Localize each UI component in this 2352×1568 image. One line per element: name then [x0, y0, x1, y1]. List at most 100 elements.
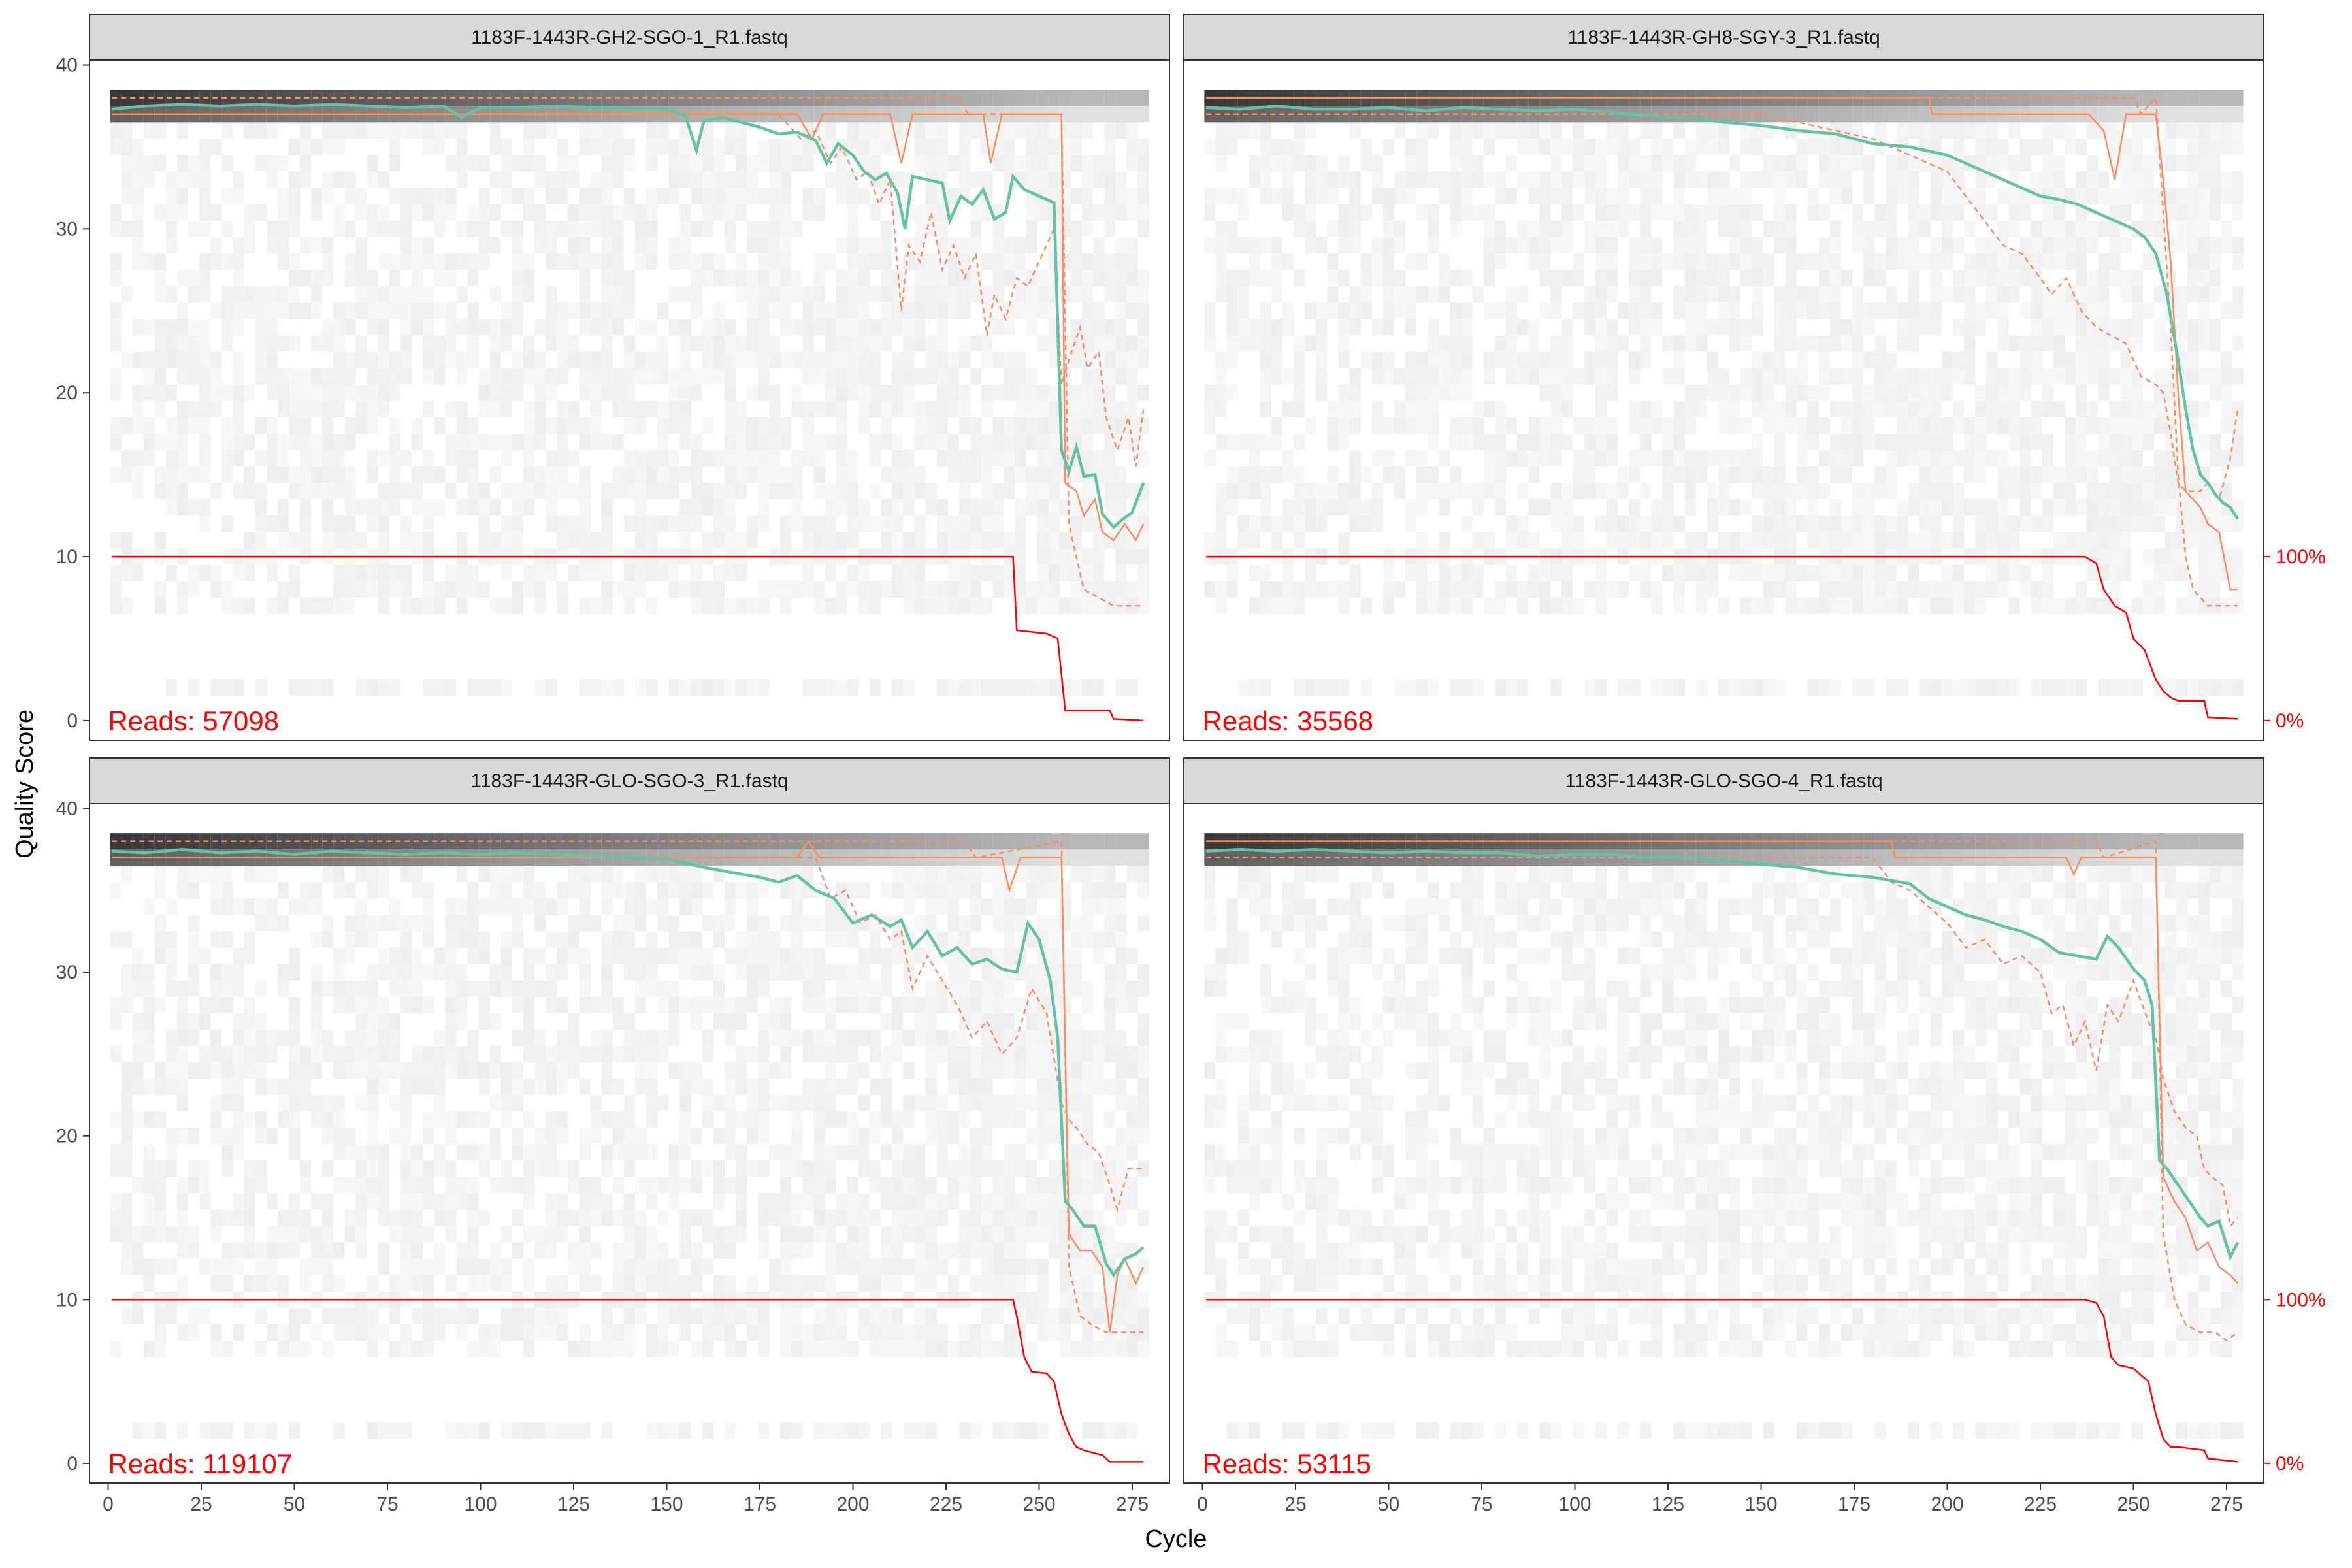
heat-tile [1852, 483, 1864, 500]
heat-tile [724, 122, 736, 139]
heat-tile [412, 1160, 423, 1177]
heat-tile [210, 931, 222, 948]
heat-tile [2087, 106, 2099, 123]
heat-tile [445, 581, 457, 598]
heat-tile [300, 597, 312, 614]
heat-tile [1037, 532, 1049, 549]
heat-tile [1919, 106, 1931, 123]
heat-tile [434, 351, 446, 368]
heat-tile [434, 335, 446, 352]
heat-tile [1450, 270, 1462, 287]
heat-tile [1506, 450, 1518, 467]
heat-tile [635, 564, 647, 581]
heat-tile [1595, 515, 1607, 532]
heat-tile [1026, 433, 1037, 451]
heat-tile [1059, 90, 1071, 106]
heat-tile [266, 122, 278, 139]
heat-tile [367, 1128, 378, 1145]
heat-tile [847, 450, 859, 467]
heat-tile [1997, 139, 2009, 155]
heat-tile [412, 499, 423, 516]
heat-tile [1941, 122, 1953, 139]
heat-tile [2176, 335, 2188, 352]
heat-tile [1829, 302, 1842, 319]
heat-tile [2198, 204, 2210, 221]
heat-tile [311, 964, 323, 981]
heat-tile [2042, 450, 2053, 467]
heat-tile [1774, 433, 1786, 451]
heat-tile [1115, 581, 1127, 598]
heat-tile [333, 220, 345, 237]
heat-tile [1818, 122, 1830, 139]
heat-tile [1528, 319, 1540, 336]
heat-tile [288, 1079, 301, 1096]
heat-tile [244, 1275, 255, 1292]
heat-tile [355, 188, 367, 204]
heat-tile [1115, 466, 1127, 483]
heat-tile [1606, 483, 1618, 500]
heat-tile [367, 1275, 378, 1292]
heat-tile [412, 532, 423, 549]
heat-tile [1606, 253, 1618, 270]
heat-tile [523, 286, 535, 303]
heat-tile [813, 253, 825, 270]
heat-tile [389, 90, 400, 106]
heat-tile [1807, 139, 1819, 155]
heat-tile [333, 964, 345, 981]
heat-tile [557, 433, 568, 451]
heat-tile [333, 866, 345, 883]
heat-tile [802, 679, 814, 696]
heat-tile [1428, 122, 1439, 139]
heat-tile [1941, 237, 1953, 253]
heat-tile [445, 980, 457, 997]
heat-tile [1997, 564, 2009, 581]
heat-tile [1953, 417, 1965, 434]
heat-tile [1461, 368, 1473, 385]
heat-tile [266, 1045, 278, 1062]
heat-tile [266, 335, 278, 352]
heat-tile [1126, 597, 1138, 614]
heat-tile [1964, 286, 1976, 303]
heat-tile [1316, 679, 1328, 696]
heat-tile [2120, 368, 2132, 385]
heat-tile [735, 417, 747, 434]
heat-tile [936, 90, 948, 106]
heat-tile [1461, 384, 1473, 401]
heat-tile [623, 139, 636, 155]
heat-tile [758, 220, 770, 237]
heat-tile [1215, 532, 1227, 549]
heat-tile [1729, 286, 1741, 303]
heat-tile [266, 466, 278, 483]
heat-tile [1595, 450, 1607, 467]
heat-tile [825, 515, 836, 532]
heat-tile [1908, 335, 1919, 352]
heat-tile [758, 466, 770, 483]
heat-tile [691, 564, 702, 581]
heat-tile [2019, 351, 2031, 368]
heat-tile [2198, 188, 2210, 204]
heat-tile [1517, 679, 1529, 696]
heat-tile [1818, 417, 1830, 434]
heat-tile [590, 171, 602, 188]
heat-tile [344, 947, 356, 964]
heat-tile [713, 450, 725, 467]
heat-tile [434, 1029, 446, 1046]
heat-tile [266, 286, 278, 303]
heat-tile [1561, 335, 1573, 352]
heat-tile [914, 302, 926, 319]
heat-tile [1863, 188, 1875, 204]
heat-tile [892, 483, 904, 500]
heat-tile [1930, 597, 1942, 614]
heat-tile [1863, 532, 1875, 549]
heat-tile [188, 1226, 200, 1243]
heat-tile [277, 980, 289, 997]
heat-tile [601, 155, 613, 172]
heat-tile [1886, 597, 1897, 614]
heat-tile [2042, 466, 2053, 483]
heat-tile [199, 1062, 211, 1079]
heat-tile [1494, 400, 1507, 417]
heat-tile [892, 564, 904, 581]
heat-tile [1026, 384, 1037, 401]
